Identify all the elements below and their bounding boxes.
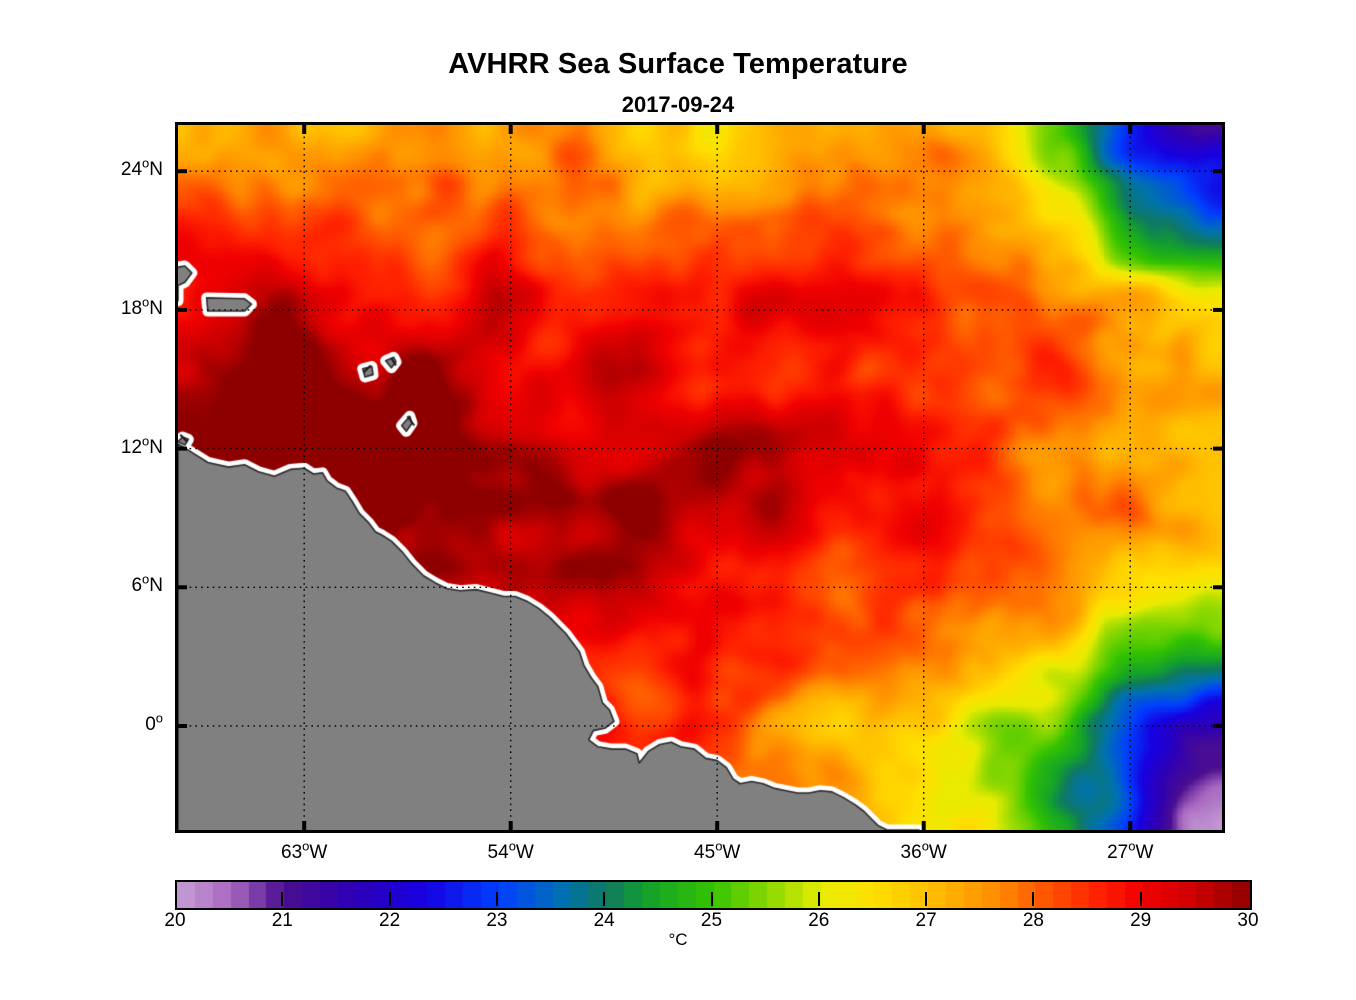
colorbar-unit-label: °C [668,930,688,949]
y-tick-label: 6oN [131,571,163,597]
x-tick-label: 45oW [694,838,741,863]
map-plot-area [175,122,1225,833]
map-clip [178,125,1222,830]
colorbar-tick-label: 28 [1022,910,1044,931]
colorbar-tick-label: 26 [808,910,830,931]
colorbar-ticks [175,880,1248,906]
y-tick-label: 18oN [120,294,163,319]
y-tick-label: 24oN [120,155,163,181]
colorbar-tick [281,892,284,906]
x-tick-label: 27oW [1107,838,1154,863]
colorbar-tick [603,892,606,906]
colorbar-tick-label: 30 [1237,910,1259,931]
colorbar-tick-label: 22 [379,910,401,931]
colorbar-tick [388,892,391,906]
colorbar-tick [495,892,498,906]
colorbar-tick-label: 24 [593,910,615,931]
y-tick-label: 12oN [120,433,163,458]
figure-subtitle: 2017-09-24 [621,92,735,117]
colorbar-tick [1139,892,1142,906]
x-tick-label: 54oW [487,838,534,863]
sst-heatmap-canvas [178,125,1222,830]
map-overlay [178,125,1222,830]
colorbar-tick-label: 27 [915,910,937,931]
figure-title: AVHRR Sea Surface Temperature [448,48,908,80]
x-tick-label: 63oW [281,838,328,863]
colorbar-tick [710,892,713,906]
colorbar-tick [1032,892,1035,906]
colorbar-tick-label: 23 [486,910,508,931]
colorbar-tick-label: 21 [271,910,293,931]
colorbar-tick [817,892,820,906]
y-tick-label: 0o [145,710,163,735]
colorbar-tick-label: 29 [1130,910,1152,931]
colorbar-tick-label: 20 [164,910,186,931]
colorbar-tick-label: 25 [700,910,723,931]
colorbar [175,880,1252,910]
x-tick-label: 36oW [900,838,947,863]
colorbar-tick [925,892,928,906]
colorbar-gradient [175,880,1252,910]
